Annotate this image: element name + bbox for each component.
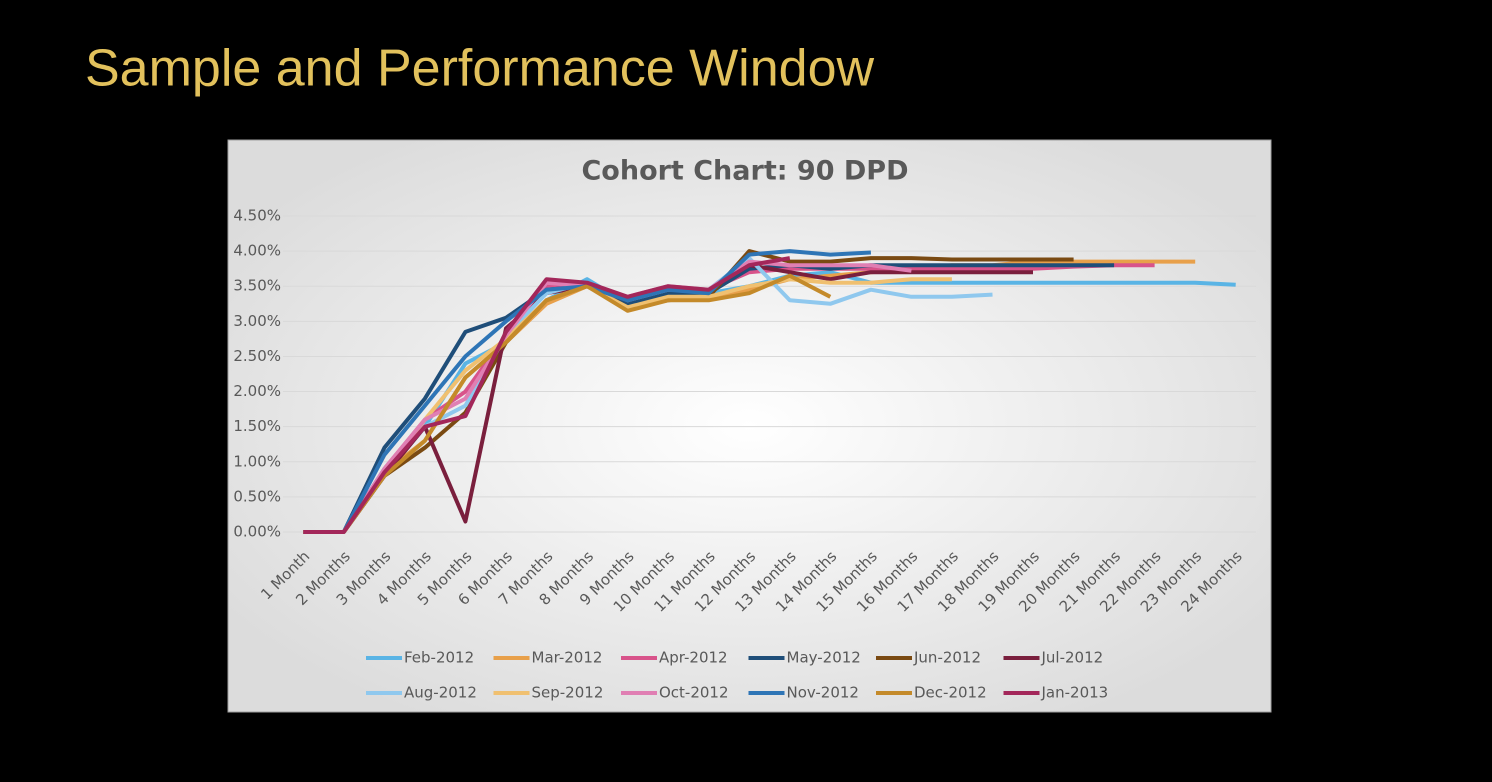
series-line [303, 273, 832, 534]
slide-title: Sample and Performance Window [85, 40, 874, 98]
y-tick-label: 0.50% [233, 487, 281, 505]
legend-label: Aug-2012 [404, 684, 477, 702]
y-tick-label: 3.00% [233, 312, 281, 330]
y-tick-label: 4.50% [233, 207, 281, 225]
y-tick-label: 0.00% [233, 523, 281, 541]
legend-label: Jun-2012 [913, 649, 981, 667]
chart-title: Cohort Chart: 90 DPD [581, 156, 908, 187]
legend-label: Jul-2012 [1041, 649, 1104, 667]
legend-label: Feb-2012 [404, 649, 474, 667]
series-line [303, 256, 791, 534]
legend-label: Apr-2012 [659, 649, 728, 667]
y-tick-label: 4.00% [233, 242, 281, 260]
legend-label: Dec-2012 [914, 684, 987, 702]
legend-label: Oct-2012 [659, 684, 729, 702]
legend-label: Jan-2013 [1041, 684, 1109, 702]
y-tick-label: 2.00% [233, 382, 281, 400]
legend-label: Nov-2012 [787, 684, 859, 702]
legend-label: Sep-2012 [532, 684, 604, 702]
legend-label: Mar-2012 [532, 649, 603, 667]
legend-label: May-2012 [787, 649, 861, 667]
y-tick-label: 1.00% [233, 452, 281, 470]
y-tick-label: 3.50% [233, 277, 281, 295]
y-tick-label: 2.50% [233, 347, 281, 365]
y-tick-label: 1.50% [233, 417, 281, 435]
chart-panel [227, 139, 1272, 713]
